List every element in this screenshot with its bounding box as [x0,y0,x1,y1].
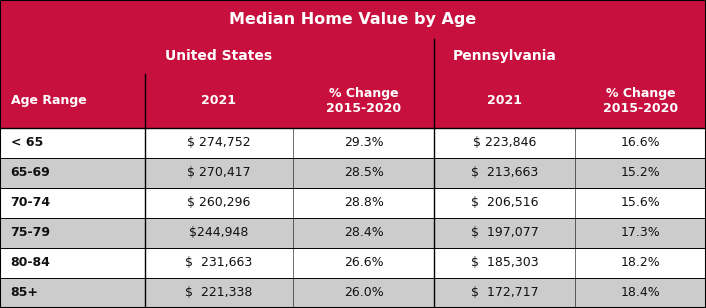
Text: % Change
2015-2020: % Change 2015-2020 [326,87,401,115]
Text: 28.5%: 28.5% [344,166,383,179]
Text: 16.6%: 16.6% [621,136,661,149]
Text: $  172,717: $ 172,717 [471,286,539,299]
Text: $  221,338: $ 221,338 [185,286,253,299]
Text: $ 260,296: $ 260,296 [187,197,251,209]
Text: $244,948: $244,948 [189,226,249,239]
Bar [0,74,706,128]
Bar [0,158,706,188]
Text: 15.6%: 15.6% [621,197,661,209]
Text: % Change
2015-2020: % Change 2015-2020 [603,87,678,115]
Bar [0,248,706,278]
Text: < 65: < 65 [11,136,43,149]
Text: 65-69: 65-69 [11,166,50,179]
Text: 17.3%: 17.3% [621,226,661,239]
Text: 28.8%: 28.8% [344,197,383,209]
Text: 75-79: 75-79 [11,226,51,239]
Text: Age Range: Age Range [11,94,86,107]
Text: $ 274,752: $ 274,752 [187,136,251,149]
Text: 26.6%: 26.6% [344,257,383,270]
Text: $  185,303: $ 185,303 [471,257,539,270]
Text: 18.4%: 18.4% [621,286,661,299]
Text: 26.0%: 26.0% [344,286,383,299]
Text: United States: United States [165,49,273,63]
Text: 70-74: 70-74 [11,197,51,209]
Text: 29.3%: 29.3% [344,136,383,149]
Text: $ 223,846: $ 223,846 [473,136,537,149]
Bar [0,0,706,38]
Bar [0,38,706,74]
Text: $  206,516: $ 206,516 [471,197,539,209]
Bar [0,188,706,218]
Text: Median Home Value by Age: Median Home Value by Age [229,12,477,27]
Bar [0,218,706,248]
Bar [0,278,706,308]
Text: Pennsylvania: Pennsylvania [453,49,557,63]
Text: 18.2%: 18.2% [621,257,661,270]
Text: 28.4%: 28.4% [344,226,383,239]
Text: $ 270,417: $ 270,417 [187,166,251,179]
Text: $  197,077: $ 197,077 [471,226,539,239]
Text: $  231,663: $ 231,663 [185,257,253,270]
Bar [0,128,706,158]
Text: 80-84: 80-84 [11,257,50,270]
Text: 2021: 2021 [201,94,237,107]
Text: 15.2%: 15.2% [621,166,661,179]
Text: 2021: 2021 [487,94,522,107]
Text: $  213,663: $ 213,663 [471,166,539,179]
Text: 85+: 85+ [11,286,39,299]
